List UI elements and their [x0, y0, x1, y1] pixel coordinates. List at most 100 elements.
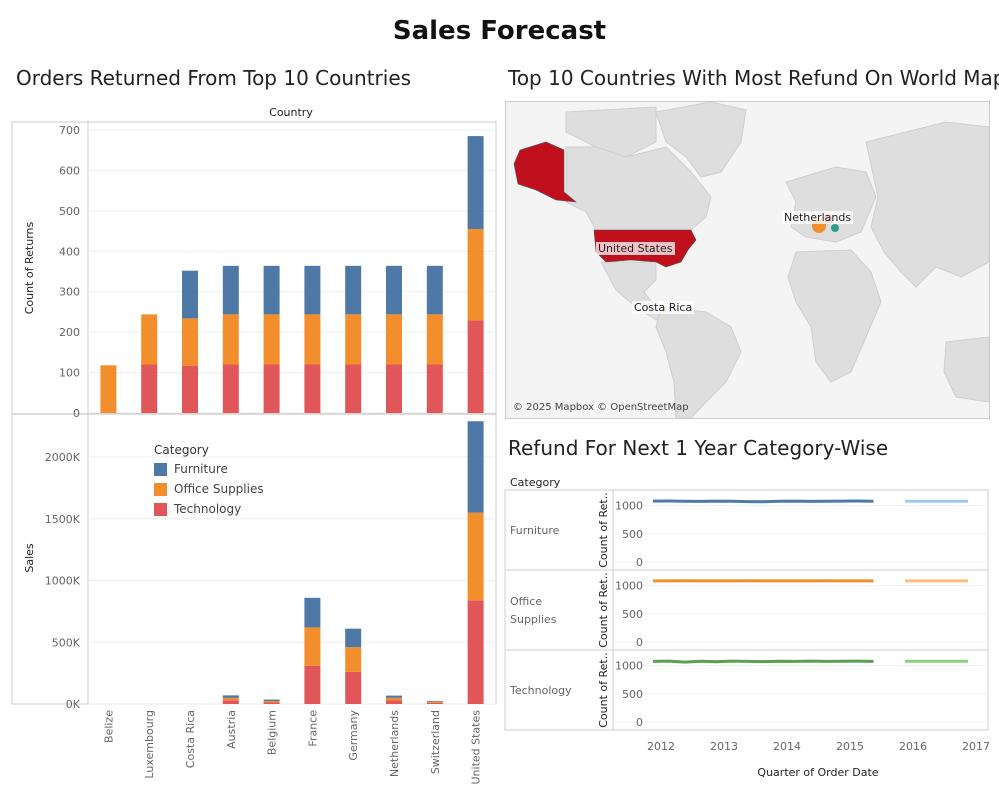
returns-bar-costa-rica-technology[interactable] [182, 365, 198, 413]
sales-bar-belgium-technology[interactable] [263, 702, 280, 704]
legend-title: Category [154, 443, 209, 457]
forecast-xtick-2013: 2013 [710, 740, 738, 753]
sales-bar-germany-technology[interactable] [345, 671, 362, 704]
forecast-row-label-1: Office [510, 595, 542, 608]
sales-bar-united-states-office-supplies[interactable] [467, 512, 484, 601]
returns-bar-united-states-technology[interactable] [467, 320, 484, 413]
returns-bar-france-office-supplies[interactable] [304, 314, 321, 365]
forecast-ylabel-1: Count of Ret.. [597, 572, 610, 648]
returns-y-axis-label: Count of Returns [23, 221, 36, 314]
x-label-france: France [306, 710, 319, 747]
map-credit[interactable]: © 2025 Mapbox © OpenStreetMap [513, 402, 689, 413]
returns-bar-austria-office-supplies[interactable] [222, 314, 239, 365]
legend-item-office-supplies[interactable]: Office Supplies [154, 482, 264, 496]
returns-bar-united-states-furniture[interactable] [467, 136, 484, 230]
returns-bar-united-states-office-supplies[interactable] [467, 229, 484, 321]
x-label-belgium: Belgium [266, 710, 279, 755]
forecast-x-axis-label: Quarter of Order Date [757, 766, 878, 779]
sales-bar-united-states-furniture[interactable] [467, 421, 484, 513]
returns-bar-belize-office-supplies[interactable] [100, 365, 117, 413]
map-label-costa-rica: Costa Rica [632, 301, 695, 314]
sales-ytick-4: 2000K [45, 451, 81, 464]
sales-bar-switzerland-office-supplies[interactable] [426, 701, 443, 703]
world-map[interactable]: Netherlands United States Costa Rica © 2… [505, 101, 990, 419]
world-map-svg [506, 102, 989, 418]
sales-bar-united-states-technology[interactable] [467, 600, 484, 704]
sales-bar-switzerland-technology[interactable] [426, 702, 443, 704]
x-label-united-states: United States [470, 710, 483, 785]
returns-bar-switzerland-technology[interactable] [426, 364, 443, 413]
returns-bar-netherlands-technology[interactable] [386, 364, 402, 413]
returns-bar-austria-furniture[interactable] [222, 265, 239, 315]
forecast-ylabel-0: Count of Ret.. [597, 492, 610, 568]
returns-bar-luxembourg-office-supplies[interactable] [141, 314, 158, 365]
forecast-xtick-2012: 2012 [647, 740, 675, 753]
returns-bar-germany-furniture[interactable] [345, 265, 362, 315]
returns-sales-chart: Country 0 100 200 300 400 500 600 700 0K 500K 100… [11, 106, 497, 785]
returns-bar-netherlands-office-supplies[interactable] [386, 314, 402, 365]
returns-chart-title: Orders Returned From Top 10 Countries [16, 66, 412, 90]
forecast-row-header: Category [510, 476, 561, 489]
returns-ytick-2: 200 [59, 326, 80, 339]
sales-bar-germany-office-supplies[interactable] [345, 647, 362, 672]
forecast-xtick-2016: 2016 [899, 740, 927, 753]
sales-bar-austria-technology[interactable] [222, 700, 239, 704]
returns-ytick-4: 400 [59, 245, 80, 258]
returns-bar-switzerland-furniture[interactable] [426, 265, 443, 315]
forecast-ylabel-2: Count of Ret.. [597, 652, 610, 728]
sales-bar-netherlands-technology[interactable] [386, 700, 402, 704]
returns-ytick-6: 600 [59, 164, 80, 177]
forecast-ytick-0-0: 0 [636, 556, 643, 569]
sales-bar-france-technology[interactable] [304, 665, 321, 704]
returns-bar-france-furniture[interactable] [304, 265, 321, 315]
sales-ytick-3: 1500K [45, 513, 81, 526]
forecast-row-label-2: Technology [509, 684, 572, 697]
forecast-ytick-2-0: 0 [636, 716, 643, 729]
returns-bar-switzerland-office-supplies[interactable] [426, 314, 443, 365]
map-label-united-states: United States [596, 242, 675, 255]
returns-bar-costa-rica-furniture[interactable] [182, 270, 198, 319]
sales-bar-switzerland-furniture[interactable] [426, 700, 443, 702]
sales-bar-austria-furniture[interactable] [222, 695, 239, 698]
forecast-actual-line-2[interactable] [652, 659, 874, 664]
legend-label-technology: Technology [174, 502, 242, 516]
legend-item-furniture[interactable]: Furniture [154, 462, 264, 476]
forecast-ytick-0-1: 500 [622, 528, 643, 541]
sales-bar-netherlands-office-supplies[interactable] [386, 697, 402, 701]
sales-bar-netherlands-furniture[interactable] [386, 695, 402, 698]
returns-bar-belgium-technology[interactable] [263, 364, 280, 413]
sales-bar-belgium-office-supplies[interactable] [263, 701, 280, 703]
dashboard-title: Sales Forecast [392, 16, 607, 46]
sales-bar-france-furniture[interactable] [304, 597, 321, 628]
forecast-actual-line-0[interactable] [652, 499, 874, 504]
map-title: Top 10 Countries With Most Refund On Wor… [508, 66, 999, 90]
sales-ytick-0: 0K [66, 698, 81, 711]
forecast-ytick-2-2: 1000 [615, 660, 643, 673]
sales-bar-germany-furniture[interactable] [345, 628, 362, 648]
returns-bar-belgium-office-supplies[interactable] [263, 314, 280, 365]
forecast-row-label-1: Supplies [510, 613, 557, 626]
forecast-xtick-2017: 2017 [962, 740, 990, 753]
returns-bar-france-technology[interactable] [304, 364, 321, 413]
forecast-xtick-2014: 2014 [773, 740, 801, 753]
x-label-germany: Germany [347, 710, 360, 761]
x-label-costa-rica: Costa Rica [184, 710, 197, 768]
sales-y-axis-label: Sales [23, 543, 36, 573]
sales-bar-france-office-supplies[interactable] [304, 627, 321, 666]
returns-bar-germany-office-supplies[interactable] [345, 314, 362, 365]
returns-ytick-7: 700 [59, 124, 80, 137]
x-label-netherlands: Netherlands [388, 710, 401, 777]
legend-swatch-technology [154, 502, 167, 516]
returns-bar-austria-technology[interactable] [222, 364, 239, 413]
returns-bar-belgium-furniture[interactable] [263, 265, 280, 315]
forecast-ytick-1-0: 0 [636, 636, 643, 649]
returns-bar-netherlands-furniture[interactable] [386, 265, 402, 315]
forecast-ytick-1-1: 500 [622, 608, 643, 621]
sales-bar-austria-office-supplies[interactable] [222, 697, 239, 701]
returns-bar-luxembourg-technology[interactable] [141, 364, 158, 413]
returns-bar-costa-rica-office-supplies[interactable] [182, 318, 198, 366]
returns-bar-germany-technology[interactable] [345, 364, 362, 413]
forecast-ytick-2-1: 500 [622, 688, 643, 701]
legend-item-technology[interactable]: Technology [154, 502, 264, 516]
sales-bar-belgium-furniture[interactable] [263, 699, 280, 702]
